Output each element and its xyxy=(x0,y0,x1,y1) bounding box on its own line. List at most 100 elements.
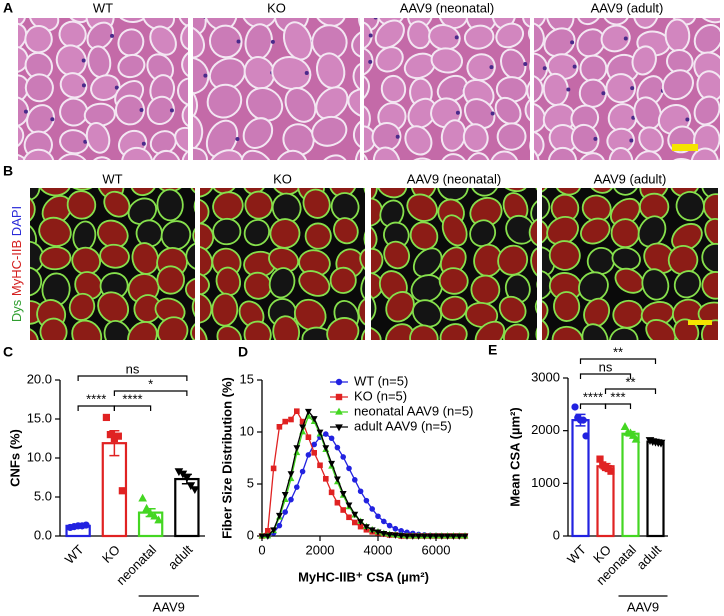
fiber xyxy=(206,83,243,119)
nucleus xyxy=(623,36,628,41)
marker xyxy=(150,511,159,520)
nucleus xyxy=(572,64,577,69)
marker xyxy=(620,422,630,430)
marker xyxy=(357,519,365,526)
fiber xyxy=(156,265,185,295)
x-tick-label: 6000 xyxy=(422,542,451,557)
fiber xyxy=(18,22,28,52)
marker xyxy=(369,506,376,512)
micrograph xyxy=(542,188,718,375)
marker xyxy=(335,393,343,401)
fiber xyxy=(361,324,365,340)
fiber xyxy=(157,341,187,373)
fiber xyxy=(18,96,30,128)
fiber xyxy=(414,349,443,382)
marker xyxy=(346,465,352,472)
fiber xyxy=(380,74,407,104)
fiber xyxy=(55,44,87,77)
fiber xyxy=(30,327,39,340)
fiber xyxy=(326,317,360,340)
fiber xyxy=(323,341,357,376)
fiber xyxy=(534,18,547,29)
fiber xyxy=(193,56,210,95)
fiber xyxy=(605,73,637,104)
x-tick-label: 2000 xyxy=(306,542,335,557)
fiber xyxy=(406,193,438,222)
legend-label: WT (n=5) xyxy=(354,373,408,388)
marker xyxy=(282,418,289,425)
y-tick-label: 3000 xyxy=(531,369,560,384)
fiber xyxy=(26,104,55,135)
marker xyxy=(310,416,318,423)
nucleus xyxy=(463,165,467,169)
fiber xyxy=(700,319,718,340)
fiber xyxy=(293,298,327,331)
x-tick-label: WT xyxy=(564,542,589,567)
micrograph xyxy=(364,18,558,169)
marker xyxy=(374,529,382,536)
y-tick-label: 10 xyxy=(240,423,254,438)
fiber xyxy=(30,194,36,225)
fiber xyxy=(409,324,439,340)
marker xyxy=(391,532,399,539)
fiber xyxy=(212,217,242,246)
fiber xyxy=(404,125,433,156)
marker xyxy=(178,470,188,479)
fiber xyxy=(193,191,195,222)
fiber xyxy=(674,351,701,375)
significance-label: **** xyxy=(122,391,142,406)
fiber xyxy=(200,245,214,277)
fiber xyxy=(59,72,88,99)
fiber xyxy=(576,28,606,58)
nucleus xyxy=(566,87,571,92)
fiber xyxy=(18,122,25,150)
bar xyxy=(596,465,615,538)
fiber xyxy=(38,216,72,247)
fiber xyxy=(66,190,97,220)
nucleus xyxy=(554,165,558,169)
fiber xyxy=(463,24,495,50)
image-label: KO xyxy=(273,171,292,186)
nucleus xyxy=(368,59,373,64)
significance-bracket xyxy=(113,390,188,396)
fiber xyxy=(103,320,132,340)
fiber xyxy=(99,243,130,269)
marker xyxy=(138,493,147,502)
nucleus xyxy=(570,40,575,45)
x-tick-label: neonatal xyxy=(113,542,159,588)
fiber xyxy=(351,28,360,59)
fiber xyxy=(608,147,634,160)
fiber xyxy=(71,319,103,340)
nucleus xyxy=(141,141,146,146)
legend-label: neonatal AAV9 (n=5) xyxy=(354,403,473,418)
fiber xyxy=(412,247,443,278)
marker xyxy=(299,468,306,475)
micrograph xyxy=(18,18,188,160)
fiber xyxy=(333,217,359,245)
fiber xyxy=(243,320,272,340)
marker xyxy=(351,477,358,483)
fiber xyxy=(55,153,90,160)
significance-bracket xyxy=(113,405,152,411)
nucleus xyxy=(713,161,717,165)
nucleus xyxy=(489,65,494,70)
nucleus xyxy=(593,136,598,141)
marker xyxy=(461,533,469,540)
fiber xyxy=(641,268,670,301)
significance-bracket xyxy=(579,373,632,379)
fiber xyxy=(127,321,158,340)
fiber xyxy=(193,24,206,59)
nucleus xyxy=(602,166,606,170)
marker xyxy=(258,533,266,540)
marker xyxy=(106,431,114,439)
fiber xyxy=(444,346,472,373)
fiber xyxy=(576,152,606,160)
marker xyxy=(270,527,278,534)
marker xyxy=(333,476,341,483)
marker xyxy=(334,444,341,451)
marker xyxy=(415,533,423,540)
fiber xyxy=(376,188,408,199)
fiber xyxy=(116,18,150,23)
fiber xyxy=(244,190,274,220)
nucleus xyxy=(202,161,206,165)
